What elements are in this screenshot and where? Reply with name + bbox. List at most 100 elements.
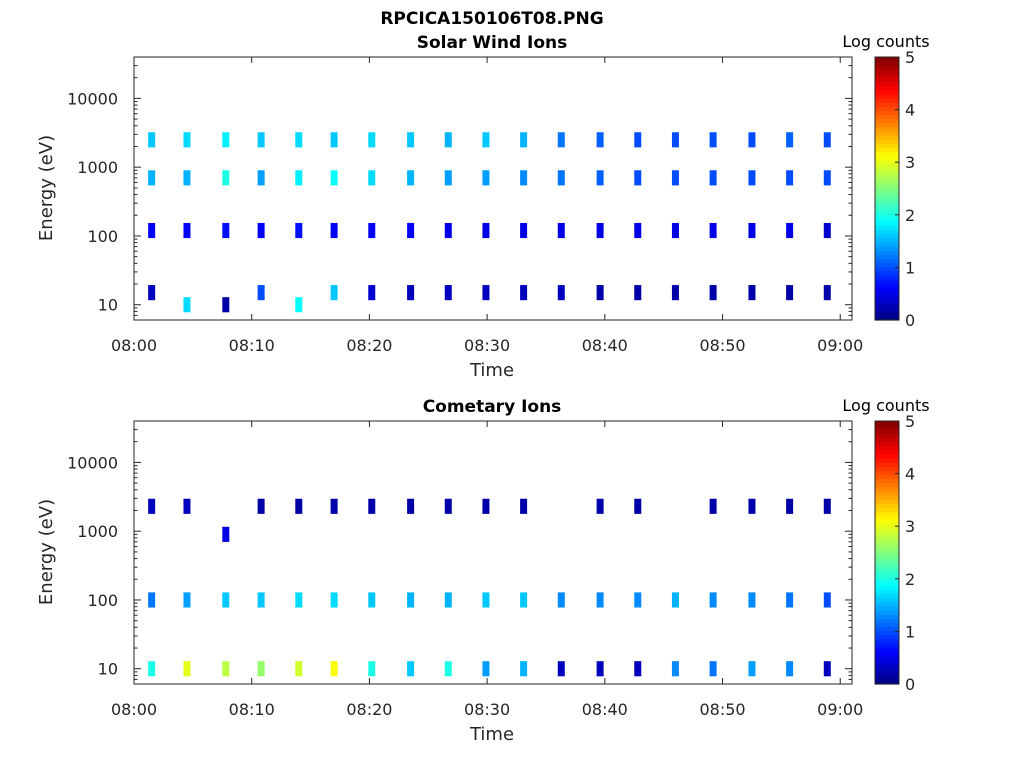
colorbar-segment <box>875 172 899 177</box>
heatmap-cell <box>368 661 376 677</box>
heatmap-cell <box>709 132 717 148</box>
heatmap-cell <box>257 661 265 677</box>
heatmap-cell <box>295 498 303 514</box>
colorbar-segment <box>875 61 899 66</box>
y-tick-label: 10000 <box>67 453 118 472</box>
heatmap-cell <box>482 285 490 301</box>
heatmap-cell <box>407 592 415 608</box>
heatmap-cell <box>368 592 376 608</box>
x-tick-label: 08:50 <box>699 336 745 355</box>
heatmap-cell <box>444 661 452 677</box>
x-axis-label: Time <box>469 360 514 381</box>
colorbar-segment <box>875 519 899 525</box>
heatmap-cell <box>823 592 831 608</box>
heatmap-cell <box>295 661 303 677</box>
heatmap-cell <box>520 170 528 186</box>
heatmap-cell <box>634 285 642 301</box>
colorbar-segment <box>875 659 899 665</box>
colorbar-segment <box>875 130 899 136</box>
heatmap-cell <box>709 170 717 186</box>
heatmap-cell <box>183 170 191 186</box>
heatmap-cell <box>222 297 230 313</box>
heatmap-cell <box>330 222 338 239</box>
colorbar-segment <box>875 634 899 640</box>
y-tick-label: 10000 <box>67 89 118 108</box>
colorbar-segment <box>875 568 899 574</box>
y-tick-label: 100 <box>87 591 118 610</box>
heatmap-cell <box>257 132 265 148</box>
heatmap-cell <box>148 498 156 514</box>
heatmap-cell <box>596 170 604 186</box>
colorbar-tick-label: 2 <box>905 570 915 589</box>
colorbar-segment <box>875 85 899 91</box>
colorbar-segment <box>875 449 899 455</box>
colorbar-segment <box>875 221 899 227</box>
colorbar-segment <box>875 287 899 292</box>
colorbar-segment <box>875 307 899 313</box>
colorbar-segment <box>875 457 899 463</box>
colorbar-segment <box>875 503 899 508</box>
colorbar-segment <box>875 237 899 243</box>
heatmap-cell <box>183 297 191 313</box>
colorbar-segment <box>875 651 899 656</box>
colorbar-segment <box>875 278 899 284</box>
heatmap-cell <box>596 661 604 677</box>
heatmap-cell <box>786 170 794 186</box>
heatmap-cell <box>444 170 452 186</box>
colorbar-tick-label: 3 <box>905 517 915 536</box>
heatmap-cell <box>330 170 338 186</box>
colorbar-segment <box>875 167 899 173</box>
y-tick-label: 10 <box>98 660 118 679</box>
heatmap-cell <box>520 661 528 677</box>
colorbar-frame <box>874 56 900 321</box>
colorbar-segment <box>875 577 899 582</box>
heatmap-cell <box>368 285 376 301</box>
heatmap-cell <box>786 285 794 301</box>
colorbar-segment <box>875 135 899 140</box>
colorbar-segment <box>875 556 899 562</box>
x-tick-label: 09:00 <box>817 336 863 355</box>
colorbar-segment <box>875 110 899 116</box>
heatmap-cell <box>148 285 156 301</box>
colorbar-segment <box>875 246 899 251</box>
colorbar-segment <box>875 303 899 309</box>
x-tick-label: 08:00 <box>111 336 157 355</box>
heatmap-cell <box>520 222 528 239</box>
heatmap-cell <box>557 132 565 148</box>
colorbar-segment <box>875 213 899 218</box>
colorbar-segment <box>875 642 899 648</box>
colorbar-segment <box>875 675 899 681</box>
colorbar-segment <box>875 143 899 149</box>
colorbar-segment <box>875 663 899 669</box>
heatmap-cell <box>222 170 230 186</box>
heatmap-cell <box>557 222 565 239</box>
heatmap-cell <box>407 661 415 677</box>
panel-title: Solar Wind Ions <box>417 33 568 53</box>
heatmap-cell <box>748 498 756 514</box>
heatmap-cell <box>557 592 565 608</box>
heatmap-cell <box>444 222 452 239</box>
x-tick-label: 08:10 <box>229 700 275 719</box>
x-tick-label: 08:00 <box>111 700 157 719</box>
heatmap-cell <box>748 222 756 239</box>
heatmap-cell <box>634 222 642 239</box>
colorbar-segment <box>875 490 899 496</box>
heatmap-cell <box>823 498 831 514</box>
heatmap-cell <box>557 285 565 301</box>
colorbar-frame <box>874 420 900 685</box>
heatmap-cells <box>148 498 831 677</box>
colorbar-segment <box>875 462 899 467</box>
heatmap-cell <box>444 285 452 301</box>
heatmap-cell <box>148 132 156 148</box>
colorbar-segment <box>875 258 899 264</box>
colorbar-segment <box>875 209 899 214</box>
colorbar-segment <box>875 291 899 296</box>
heatmap-cell <box>330 661 338 677</box>
colorbar-segment <box>875 250 899 255</box>
heatmap-cell <box>786 132 794 148</box>
colorbar-segment <box>875 655 899 660</box>
x-tick-label: 08:40 <box>582 700 628 719</box>
colorbar-segment <box>875 262 899 268</box>
colorbar-segment <box>875 217 899 222</box>
colorbar-segment <box>875 98 899 103</box>
